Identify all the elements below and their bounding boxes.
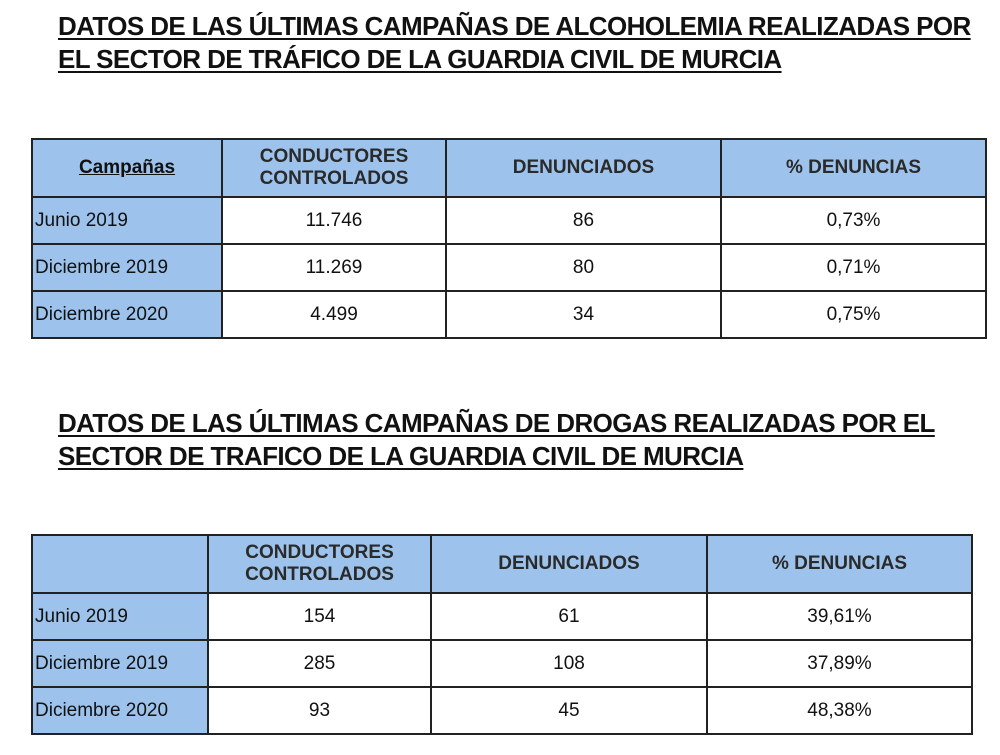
campaign-cell: Diciembre 2020 [31,290,223,339]
header-percent-reported: % DENUNCIAS [720,138,987,198]
campaign-cell: Diciembre 2019 [31,639,209,688]
table-header-row: Campañas CONDUCTORES CONTROLADOS DENUNCI… [31,138,987,198]
drivers-cell: 93 [207,686,432,735]
alcohol-campaigns-table: Campañas CONDUCTORES CONTROLADOS DENUNCI… [31,138,987,339]
header-campaigns-label: Campañas [78,157,176,178]
reported-cell: 80 [445,243,722,292]
header-drivers-controlled: CONDUCTORES CONTROLADOS [207,534,432,594]
alcohol-title-line-2: EL SECTOR DE TRÁFICO DE LA GUARDIA CIVIL… [58,44,782,74]
campaign-cell: Diciembre 2020 [31,686,209,735]
header-campaigns: Campañas [31,138,223,198]
percent-cell: 37,89% [706,639,973,688]
header-drivers-line-2: CONTROLADOS [245,564,394,585]
reported-cell: 34 [445,290,722,339]
campaign-cell: Diciembre 2019 [31,243,223,292]
table-row: Junio 2019 11.746 86 0,73% [31,196,987,245]
drugs-campaigns-table: CONDUCTORES CONTROLADOS DENUNCIADOS % DE… [31,534,973,735]
header-reported: DENUNCIADOS [445,138,722,198]
table-row: Junio 2019 154 61 39,61% [31,592,973,641]
alcohol-title-line-1: DATOS DE LAS ÚLTIMAS CAMPAÑAS DE ALCOHOL… [58,11,971,41]
percent-cell: 0,71% [720,243,987,292]
header-drivers-controlled: CONDUCTORES CONTROLADOS [221,138,447,198]
header-reported: DENUNCIADOS [430,534,708,594]
drivers-cell: 11.746 [221,196,447,245]
table-row: Diciembre 2019 11.269 80 0,71% [31,243,987,292]
table-row: Diciembre 2019 285 108 37,89% [31,639,973,688]
reported-cell: 86 [445,196,722,245]
header-drivers-line-1: CONDUCTORES [259,146,409,167]
table-row: Diciembre 2020 4.499 34 0,75% [31,290,987,339]
reported-cell: 61 [430,592,708,641]
percent-cell: 0,73% [720,196,987,245]
table-header-row: CONDUCTORES CONTROLADOS DENUNCIADOS % DE… [31,534,973,594]
campaign-cell: Junio 2019 [31,196,223,245]
header-campaigns [31,534,209,594]
percent-cell: 48,38% [706,686,973,735]
header-drivers-line-1: CONDUCTORES [245,542,394,563]
table-row: Diciembre 2020 93 45 48,38% [31,686,973,735]
header-percent-reported: % DENUNCIAS [706,534,973,594]
percent-cell: 0,75% [720,290,987,339]
drugs-title-line-1: DATOS DE LAS ÚLTIMAS CAMPAÑAS DE DROGAS … [58,408,935,438]
drugs-title-line-2: SECTOR DE TRAFICO DE LA GUARDIA CIVIL DE… [58,441,744,471]
alcohol-section-title: DATOS DE LAS ÚLTIMAS CAMPAÑAS DE ALCOHOL… [58,10,971,76]
header-drivers-line-2: CONTROLADOS [259,168,409,189]
campaign-cell: Junio 2019 [31,592,209,641]
reported-cell: 45 [430,686,708,735]
drivers-cell: 11.269 [221,243,447,292]
reported-cell: 108 [430,639,708,688]
percent-cell: 39,61% [706,592,973,641]
drivers-cell: 4.499 [221,290,447,339]
drivers-cell: 154 [207,592,432,641]
drivers-cell: 285 [207,639,432,688]
drugs-section-title: DATOS DE LAS ÚLTIMAS CAMPAÑAS DE DROGAS … [58,407,935,473]
